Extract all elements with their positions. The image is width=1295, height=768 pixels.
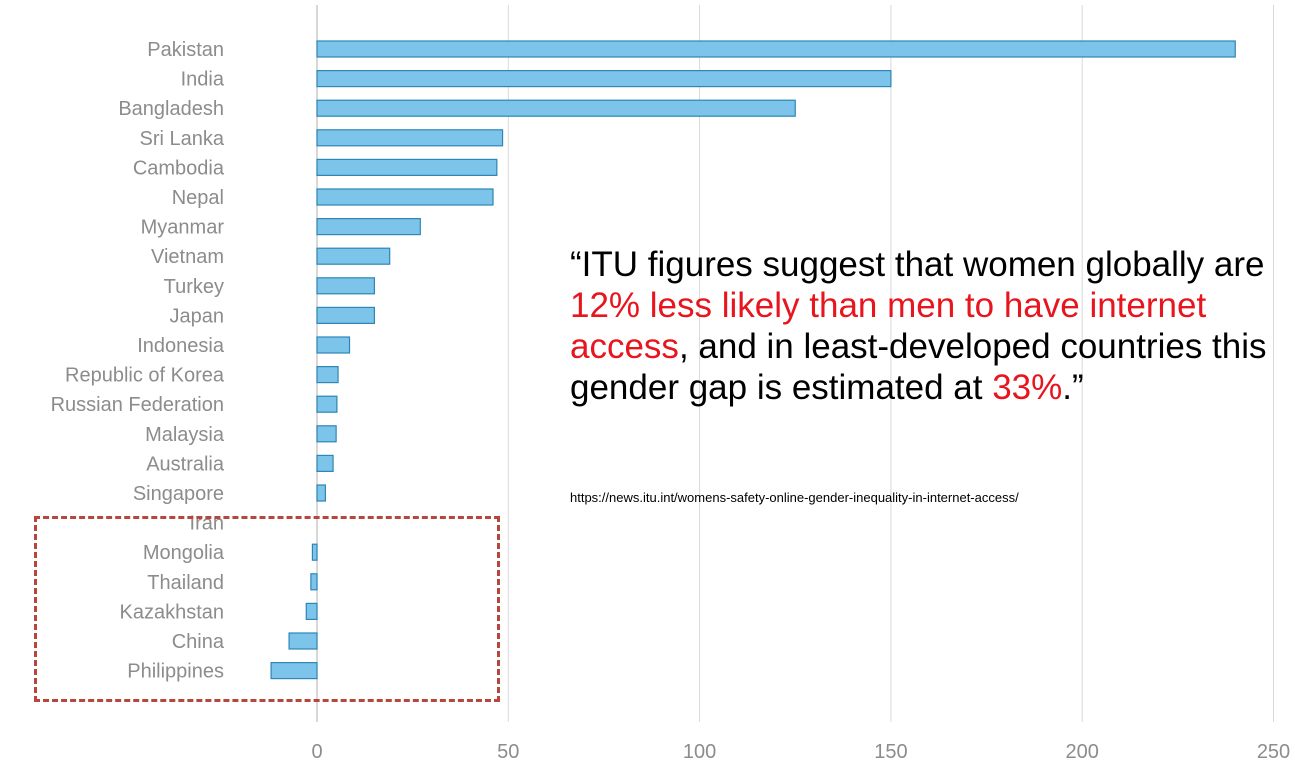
x-tick-labels: 0 50 100 150 200 250: [311, 741, 1290, 763]
bar: [316, 425, 337, 443]
x-tick-label: 200: [1066, 741, 1099, 763]
category-label: Cambodia: [133, 157, 225, 179]
category-label: Malaysia: [145, 424, 225, 446]
category-label: Kazakhstan: [119, 601, 224, 623]
x-tick-label: 50: [497, 741, 519, 763]
category-label: Indonesia: [137, 335, 225, 357]
category-label: China: [172, 631, 225, 653]
bar: [316, 218, 421, 236]
source-url: https://news.itu.int/womens-safety-onlin…: [570, 490, 1019, 505]
negative-values-highlight-box: [34, 516, 500, 702]
bar: [270, 661, 318, 680]
bar: [310, 573, 318, 591]
x-tick-label: 150: [874, 741, 907, 763]
bar: [316, 306, 375, 324]
category-label: Thailand: [147, 572, 224, 594]
bar: [316, 69, 892, 88]
bar: [311, 543, 318, 561]
bar: [305, 602, 318, 621]
bar: [316, 158, 498, 176]
category-labels: Pakistan India Bangladesh Sri Lanka Cambodia…: [51, 39, 225, 683]
bar: [316, 247, 391, 265]
grid-lines: [316, 5, 1274, 722]
category-label: Singapore: [133, 483, 224, 505]
bar: [316, 99, 796, 117]
bar: [316, 336, 351, 354]
category-label: Myanmar: [141, 217, 225, 239]
quote-part: , and in least-developed countries this …: [570, 327, 1267, 407]
quote-part: .”: [1062, 368, 1084, 407]
category-label: India: [181, 69, 225, 91]
category-label: Nepal: [172, 187, 224, 209]
bars: [270, 40, 1236, 680]
x-tick-label: 0: [311, 741, 322, 763]
category-label: Russian Federation: [51, 394, 224, 416]
category-label: Vietnam: [151, 246, 224, 268]
bar: [316, 395, 338, 413]
category-label: Mongolia: [143, 542, 225, 564]
bar: [316, 454, 334, 472]
bar: [316, 484, 327, 502]
bar: [316, 188, 494, 206]
bar: [288, 632, 318, 650]
bar: [316, 277, 375, 295]
bar: [316, 366, 339, 384]
quote-part: “ITU figures suggest that women globally…: [570, 245, 1265, 284]
category-label: Pakistan: [147, 39, 224, 61]
category-label: Republic of Korea: [65, 365, 225, 387]
category-label: Turkey: [164, 276, 224, 298]
category-label: Sri Lanka: [140, 128, 225, 150]
x-tick-label: 250: [1257, 741, 1290, 763]
x-tick-label: 100: [683, 741, 716, 763]
category-label: Japan: [170, 305, 225, 327]
category-label: Bangladesh: [118, 98, 224, 120]
category-label: Philippines: [127, 661, 224, 683]
quote-highlight-percent: 33%: [992, 368, 1063, 407]
quote-highlight-access-gap: 12% less likely than men to have interne…: [570, 286, 1207, 366]
bar: [316, 40, 1236, 58]
itu-quote: “ITU figures suggest that women globally…: [570, 244, 1270, 408]
bar: [316, 129, 504, 147]
category-label: Australia: [146, 453, 225, 475]
